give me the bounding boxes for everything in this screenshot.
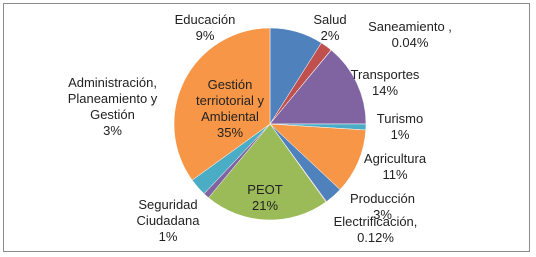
value-label: 0.04% xyxy=(391,35,429,50)
value-label: 9% xyxy=(195,28,215,43)
data-label: Transportes 14% xyxy=(335,67,435,99)
data-label: Gestión terriotorial y Ambiental 35% xyxy=(180,77,280,141)
data-label: Educación 9% xyxy=(160,12,250,44)
category-label: Electrificación, xyxy=(333,214,418,229)
pie-slice xyxy=(269,49,367,125)
value-label: 11% xyxy=(382,167,408,182)
data-label: Seguridad Ciudadana 1% xyxy=(128,197,208,245)
value-label: 1% xyxy=(158,229,178,244)
data-label: Agricultura 11% xyxy=(345,151,445,183)
data-label: Producción 3% xyxy=(335,191,430,223)
category-label: Salud xyxy=(313,12,347,27)
value-label: 21% xyxy=(251,198,279,213)
value-label: 14% xyxy=(371,83,399,98)
data-label: Administración, Planeamiento y Gestión 3% xyxy=(55,75,170,139)
category-label: Turismo xyxy=(376,111,424,126)
category-label: Educación xyxy=(174,12,236,27)
category-label: Transportes xyxy=(350,67,420,82)
category-label: Seguridad Ciudadana xyxy=(136,197,200,228)
value-label: 3% xyxy=(103,123,122,138)
category-label: Producción xyxy=(349,191,416,206)
data-label: Saneamiento , 0.04% xyxy=(350,19,470,51)
category-label: Saneamiento , xyxy=(368,19,452,34)
category-label: Gestión terriotorial y Ambiental xyxy=(196,77,264,124)
data-label: Electrificación, 0.12% xyxy=(318,214,433,246)
value-label: 0.12% xyxy=(357,230,394,245)
category-label: Agricultura xyxy=(363,151,427,166)
pie-slice xyxy=(208,123,327,221)
chart-frame xyxy=(3,3,530,252)
data-label: PEOT 21% xyxy=(220,182,310,214)
data-label: Turismo 1% xyxy=(360,111,440,143)
value-label: 3% xyxy=(373,207,392,222)
value-label: 1% xyxy=(390,127,410,142)
pie-slice xyxy=(269,123,367,190)
value-label: 2% xyxy=(320,28,340,43)
category-label: PEOT xyxy=(247,182,283,197)
value-label: 35% xyxy=(216,125,244,140)
category-label: Administración, Planeamiento y Gestión xyxy=(67,75,158,122)
pie-slice xyxy=(173,27,271,181)
data-label: Salud 2% xyxy=(305,12,355,44)
